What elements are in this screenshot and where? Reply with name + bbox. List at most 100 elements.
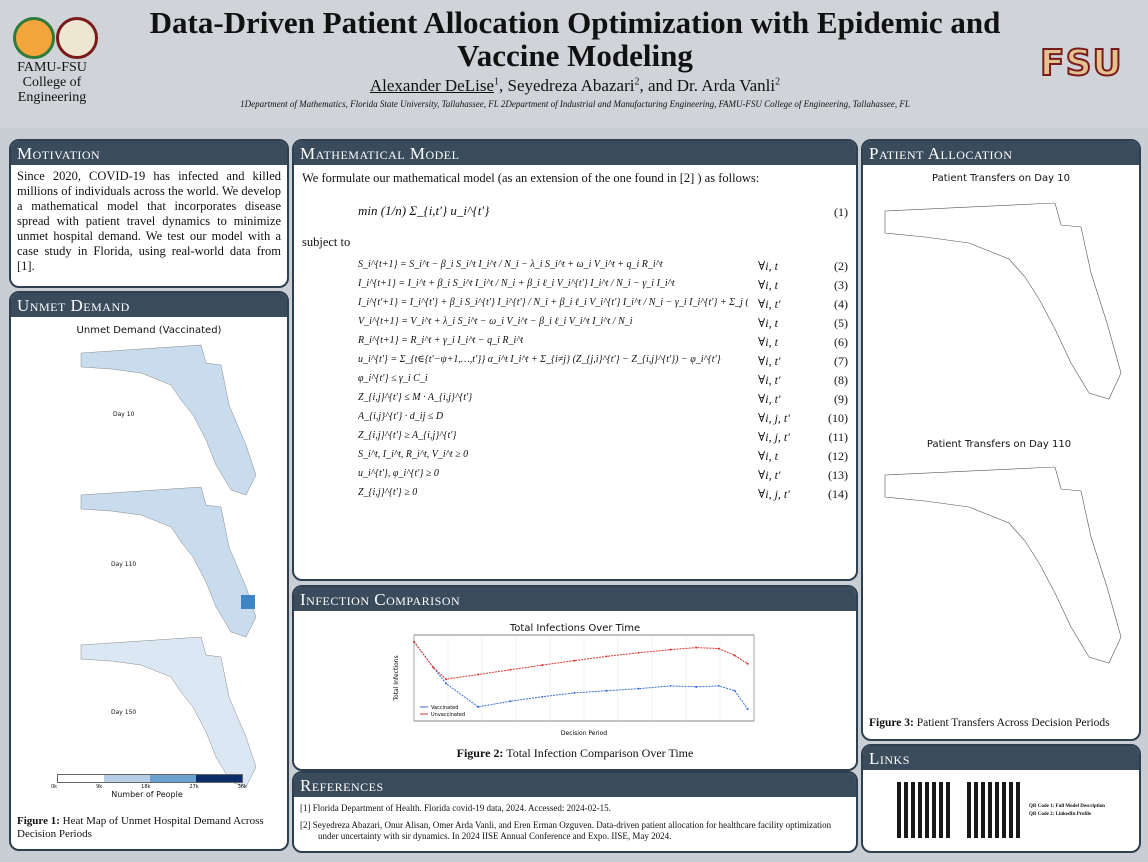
data-point <box>509 668 512 671</box>
legend-entry: Vaccinated <box>431 705 458 711</box>
equation-lhs: u_i^{t'} = Σ_{t∈{t'−ψ+1,…,t'}} α_i^t I_i… <box>358 354 721 365</box>
equation-number: (8) <box>834 373 848 387</box>
equation-number: (12) <box>828 449 848 463</box>
equation-row: Z_{i,j}^{t'} ≥ A_{i,j}^{t'} ∀i, j, t' (11) <box>358 430 848 449</box>
equation-lhs: I_i^{t+1} = I_i^t + β_i S_i^t I_i^t / N_… <box>358 278 675 289</box>
legend-swatch-4 <box>196 775 242 782</box>
equation-lhs: S_i^{t+1} = S_i^t − β_i S_i^t I_i^t / N_… <box>358 259 663 270</box>
equation-lhs: S_i^t, I_i^t, R_i^t, V_i^t ≥ 0 <box>358 449 469 460</box>
infection-chart: Decision Period Total Infections Vaccinate… <box>393 634 755 737</box>
equation-condition: ∀i, t' <box>758 373 781 387</box>
data-point <box>733 689 736 692</box>
model-intro: We formulate our mathematical model (as … <box>302 171 760 185</box>
transfers-maps <box>884 202 1122 664</box>
x-axis-label: Decision Period <box>561 730 607 737</box>
unmet-demand-panel: Unmet Demand Unmet Demand (Vaccinated) D… <box>9 291 289 851</box>
data-point <box>445 682 448 685</box>
equation-condition: ∀i, t' <box>758 468 781 482</box>
links-panel: Links QR Code 1: Full Model Description … <box>861 744 1141 853</box>
equation-row: φ_i^{t'} ≤ γ_i C_i ∀i, t' (8) <box>358 373 848 392</box>
equation-number: (5) <box>834 316 848 330</box>
equation-row: I_i^{t'+1} = I_i^{t'} + β_i S_i^{t'} I_i… <box>358 297 848 316</box>
data-point <box>573 659 576 662</box>
data-point <box>432 666 435 669</box>
qr-code-1[interactable] <box>897 782 953 838</box>
data-point <box>717 647 720 650</box>
equation-condition: ∀i, j, t' <box>758 430 790 444</box>
figure-1-label: Figure 1: <box>17 815 60 827</box>
figure-3-caption: Figure 3: Patient Transfers Across Decis… <box>869 717 1135 730</box>
equation-condition: ∀i, t <box>758 278 778 292</box>
links-heading: Links <box>863 746 1139 770</box>
legend-tick: 27k <box>189 784 199 790</box>
equation-lhs: Z_{i,j}^{t'} ≤ M · A_{i,j}^{t'} <box>358 392 473 403</box>
data-point <box>477 673 480 676</box>
transfers-day10-title: Patient Transfers on Day 10 <box>932 173 1070 184</box>
equation-lhs: V_i^{t+1} = V_i^t + λ_i S_i^t − ω_i V_i^… <box>358 316 633 327</box>
legend-swatch-1 <box>58 775 104 782</box>
equation-row: S_i^{t+1} = S_i^t − β_i S_i^t I_i^t / N_… <box>358 259 848 278</box>
data-point <box>445 678 448 681</box>
data-point <box>717 684 720 687</box>
unmet-legend-bar <box>57 774 243 783</box>
equation-row: u_i^{t'} = Σ_{t∈{t'−ψ+1,…,t'}} α_i^t I_i… <box>358 354 848 373</box>
data-point <box>541 664 544 667</box>
equation-condition: ∀i, t' <box>758 354 781 368</box>
equation-lhs: Z_{i,j}^{t'} ≥ A_{i,j}^{t'} <box>358 430 457 441</box>
legend-tick: 0k <box>51 784 58 790</box>
legend-tick: 18k <box>141 784 151 790</box>
equation-number: (4) <box>834 297 848 311</box>
y-axis-label: Total Infections <box>393 655 400 701</box>
fsu-logo: FSU <box>1039 42 1123 85</box>
transfer-map-day10 <box>884 202 1122 400</box>
figure-1-caption: Figure 1: Heat Map of Unmet Hospital Dem… <box>17 815 279 841</box>
data-point <box>605 689 608 692</box>
equation-number: (13) <box>828 468 848 482</box>
famu-seal-logo <box>13 17 55 59</box>
equation-lhs: I_i^{t'+1} = I_i^{t'} + β_i S_i^{t'} I_i… <box>358 297 748 308</box>
equation-condition: ∀i, j, t' <box>758 487 790 501</box>
data-point <box>669 684 672 687</box>
unmet-legend-ticks: 0k 9k 18k 27k 36k <box>51 784 247 790</box>
legend-swatch-3 <box>150 775 196 782</box>
data-point <box>695 646 698 649</box>
equation-row: S_i^t, I_i^t, R_i^t, V_i^t ≥ 0 ∀i, t (12) <box>358 449 848 468</box>
legend-tick: 9k <box>96 784 103 790</box>
transfers-day110-title: Patient Transfers on Day 110 <box>926 439 1072 450</box>
model-heading: Mathematical Model <box>294 141 856 165</box>
unmet-legend-label: Number of People <box>111 790 183 799</box>
motivation-text: Since 2020, COVID-19 has infected and ki… <box>17 169 281 273</box>
qr-caption-2: QR Code 2: LinkedIn Profile <box>1029 812 1092 817</box>
equation-condition: ∀i, t <box>758 259 778 273</box>
objective-number: (1) <box>834 205 848 219</box>
equation-number: (9) <box>834 392 848 406</box>
author-3-sup: 2 <box>775 76 781 88</box>
equation-condition: ∀i, j, t' <box>758 411 790 425</box>
equation-lhs: Z_{i,j}^{t'} ≥ 0 <box>358 487 418 498</box>
figure-1-text: Heat Map of Unmet Hospital Demand Across… <box>17 815 264 840</box>
data-point <box>746 708 749 711</box>
data-point <box>573 691 576 694</box>
data-point <box>509 700 512 703</box>
author-2: , Seyedreza Abazari <box>499 76 635 95</box>
qr-code-2[interactable] <box>967 782 1023 838</box>
data-point <box>695 685 698 688</box>
figure-2-caption: Figure 2: Total Infection Comparison Ove… <box>294 747 856 760</box>
subject-to: subject to <box>302 235 351 249</box>
author-2-sup: 2 <box>634 76 640 88</box>
poster-title: Data-Driven Patient Allocation Optimizat… <box>149 5 1001 73</box>
data-point <box>669 648 672 651</box>
references-panel: References [1] Florida Department of Hea… <box>292 771 858 853</box>
unmet-demand-heading: Unmet Demand <box>11 293 287 317</box>
model-panel: Mathematical Model We formulate our math… <box>292 139 858 581</box>
day-label-2: Day 110 <box>111 561 137 568</box>
motivation-panel: Motivation Since 2020, COVID-19 has infe… <box>9 139 289 288</box>
equation-number: (6) <box>834 335 848 349</box>
data-point <box>605 655 608 658</box>
author-1-sup: 1 <box>494 76 499 88</box>
equation-row: I_i^{t+1} = I_i^t + β_i S_i^t I_i^t / N_… <box>358 278 848 297</box>
allocation-panel: Patient Allocation Patient Transfers on … <box>861 139 1141 741</box>
equation-lhs: R_i^{t+1} = R_i^t + γ_i I_i^t − q_i R_i^… <box>358 335 524 346</box>
reference-1: [1] Florida Department of Health. Florid… <box>300 803 611 813</box>
equation-lhs: φ_i^{t'} ≤ γ_i C_i <box>358 373 428 384</box>
